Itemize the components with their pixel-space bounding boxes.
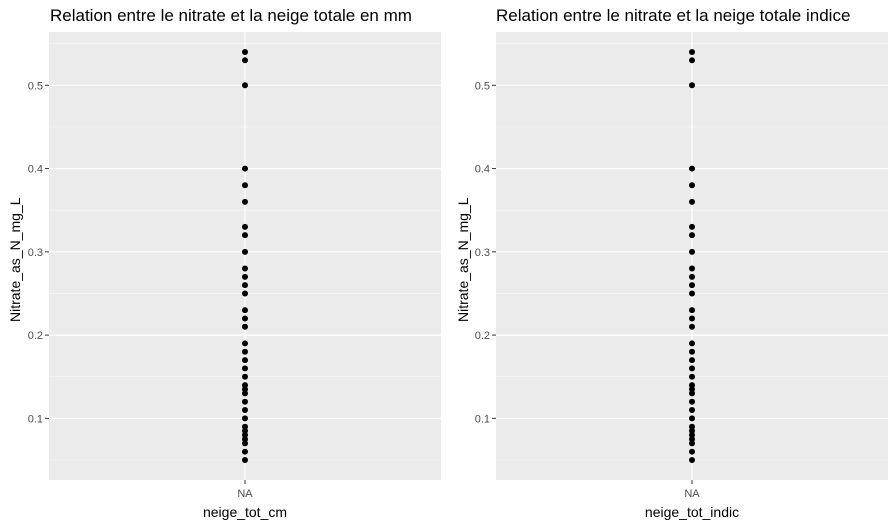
data-point (242, 373, 248, 380)
chart-title: Relation entre le nitrate et la neige to… (50, 6, 412, 25)
data-point (242, 398, 248, 405)
data-point (242, 432, 248, 439)
data-point (242, 307, 248, 314)
y-tick-label: 0.1 (475, 413, 490, 425)
x-tick-label: NA (684, 488, 700, 500)
x-axis-title: neige_tot_indic (644, 504, 740, 520)
data-point (689, 290, 695, 297)
data-point (689, 373, 695, 380)
data-point (242, 340, 248, 347)
chart-panel-right: Relation entre le nitrate et la neige to… (447, 0, 895, 526)
data-point (689, 323, 695, 330)
data-point (689, 398, 695, 405)
y-tick-label: 0.5 (475, 80, 490, 92)
plot-svg: 0.1 0.2 0.3 0.4 0.5 NA (475, 32, 888, 500)
data-point (242, 365, 248, 372)
data-point (242, 390, 248, 397)
data-point (242, 273, 248, 280)
data-point (242, 82, 248, 89)
data-point (689, 248, 695, 255)
data-point (689, 198, 695, 205)
data-point (689, 57, 695, 64)
data-point (242, 448, 248, 455)
data-point (689, 423, 695, 430)
data-point (689, 407, 695, 414)
data-point (242, 182, 248, 189)
y-tick-label: 0.3 (475, 247, 490, 259)
x-axis-title: neige_tot_cm (202, 504, 288, 520)
data-point (689, 182, 695, 189)
data-point (689, 273, 695, 280)
data-point (242, 427, 248, 434)
data-point (689, 365, 695, 372)
data-point (242, 57, 248, 64)
data-point (242, 357, 248, 364)
data-point (242, 323, 248, 330)
chart-panel-left: Relation entre le nitrate et la neige to… (0, 0, 447, 526)
data-point (689, 382, 695, 389)
plot-svg: 0.1 0.2 0.3 0.4 0.5 NA (28, 32, 441, 500)
data-point (689, 348, 695, 355)
y-tick-label: 0.3 (28, 247, 43, 259)
data-point (689, 432, 695, 439)
data-point (689, 440, 695, 447)
x-tick-label: NA (237, 488, 253, 500)
y-tick-label: 0.2 (28, 330, 43, 342)
data-point (242, 423, 248, 430)
data-point (689, 282, 695, 289)
data-point (689, 427, 695, 434)
data-point (689, 448, 695, 455)
data-point (242, 223, 248, 230)
data-point (242, 248, 248, 255)
data-point (689, 265, 695, 272)
data-point (242, 415, 248, 422)
data-point (689, 390, 695, 397)
data-point (689, 357, 695, 364)
data-point (242, 282, 248, 289)
data-point (689, 82, 695, 89)
data-point (242, 440, 248, 447)
data-point (242, 407, 248, 414)
data-point (689, 232, 695, 239)
y-axis-title: Nitrate_as_N_mg_L (455, 197, 471, 322)
y-axis-title: Nitrate_as_N_mg_L (7, 197, 23, 322)
data-point (689, 165, 695, 172)
data-point (242, 315, 248, 322)
data-point (242, 165, 248, 172)
data-point (242, 348, 248, 355)
data-point (689, 315, 695, 322)
data-point (242, 198, 248, 205)
data-point (242, 457, 248, 464)
data-point (689, 436, 695, 443)
data-point (689, 48, 695, 55)
chart-title: Relation entre le nitrate et la neige to… (496, 6, 851, 25)
data-point (242, 436, 248, 443)
data-point (689, 223, 695, 230)
data-point (242, 48, 248, 55)
data-point (242, 382, 248, 389)
data-point (242, 232, 248, 239)
data-point (242, 386, 248, 393)
data-point (689, 457, 695, 464)
y-tick-label: 0.1 (28, 413, 43, 425)
y-tick-label: 0.5 (28, 80, 43, 92)
data-point (242, 265, 248, 272)
data-point (689, 386, 695, 393)
y-tick-label: 0.2 (475, 330, 490, 342)
data-point (689, 415, 695, 422)
data-point (689, 340, 695, 347)
data-point (242, 290, 248, 297)
y-tick-label: 0.4 (475, 164, 490, 176)
data-point (689, 307, 695, 314)
y-tick-label: 0.4 (28, 164, 43, 176)
